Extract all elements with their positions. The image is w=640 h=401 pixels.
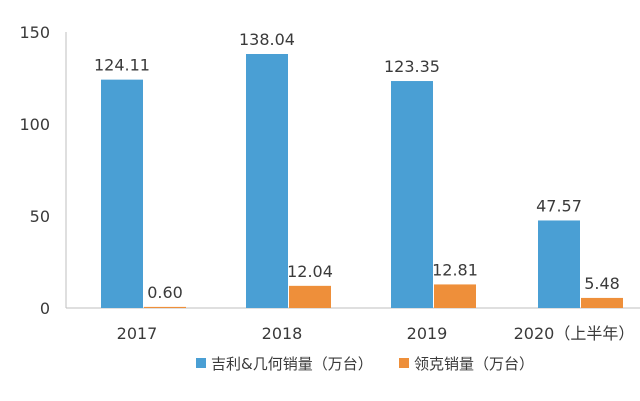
legend-label-lynkco: 领克销量（万台） [414,355,534,373]
x-category-label: 2020（上半年） [514,324,635,343]
bar-geely [391,81,433,308]
y-tick-label: 100 [19,115,50,134]
bar-lynkco [289,285,331,308]
y-tick-label: 150 [19,23,50,42]
bar-lynkco [434,284,476,308]
bar-lynkco [144,306,186,308]
bar-lynkco [581,297,623,308]
data-label: 0.60 [147,283,183,302]
data-label: 123.35 [384,57,440,76]
legend-swatch-lynkco [399,358,409,368]
x-category-label: 2018 [262,324,303,343]
legend: 吉利&几何销量（万台） 领克销量（万台） [196,355,534,373]
bar-geely [246,54,288,308]
bar-geely [538,220,580,308]
data-label: 47.57 [536,196,582,215]
y-axis: 0 50 100 150 [19,23,67,318]
data-labels: 124.11 138.04 123.35 47.57 0.60 12.04 12.81 5.4… [94,30,620,302]
legend-swatch-geely [196,358,206,368]
data-label: 12.04 [287,262,333,281]
legend-label-geely: 吉利&几何销量（万台） [211,355,373,373]
x-category-label: 2017 [117,324,158,343]
data-label: 12.81 [432,260,478,279]
data-label: 138.04 [239,30,295,49]
x-axis: 2017 2018 2019 2020（上半年） [66,307,640,343]
data-label: 124.11 [94,56,150,75]
data-label: 5.48 [584,274,620,293]
y-tick-label: 50 [30,207,50,226]
x-category-label: 2019 [407,324,448,343]
bars [101,54,623,308]
bar-geely [101,79,143,308]
y-tick-label: 0 [40,299,50,318]
